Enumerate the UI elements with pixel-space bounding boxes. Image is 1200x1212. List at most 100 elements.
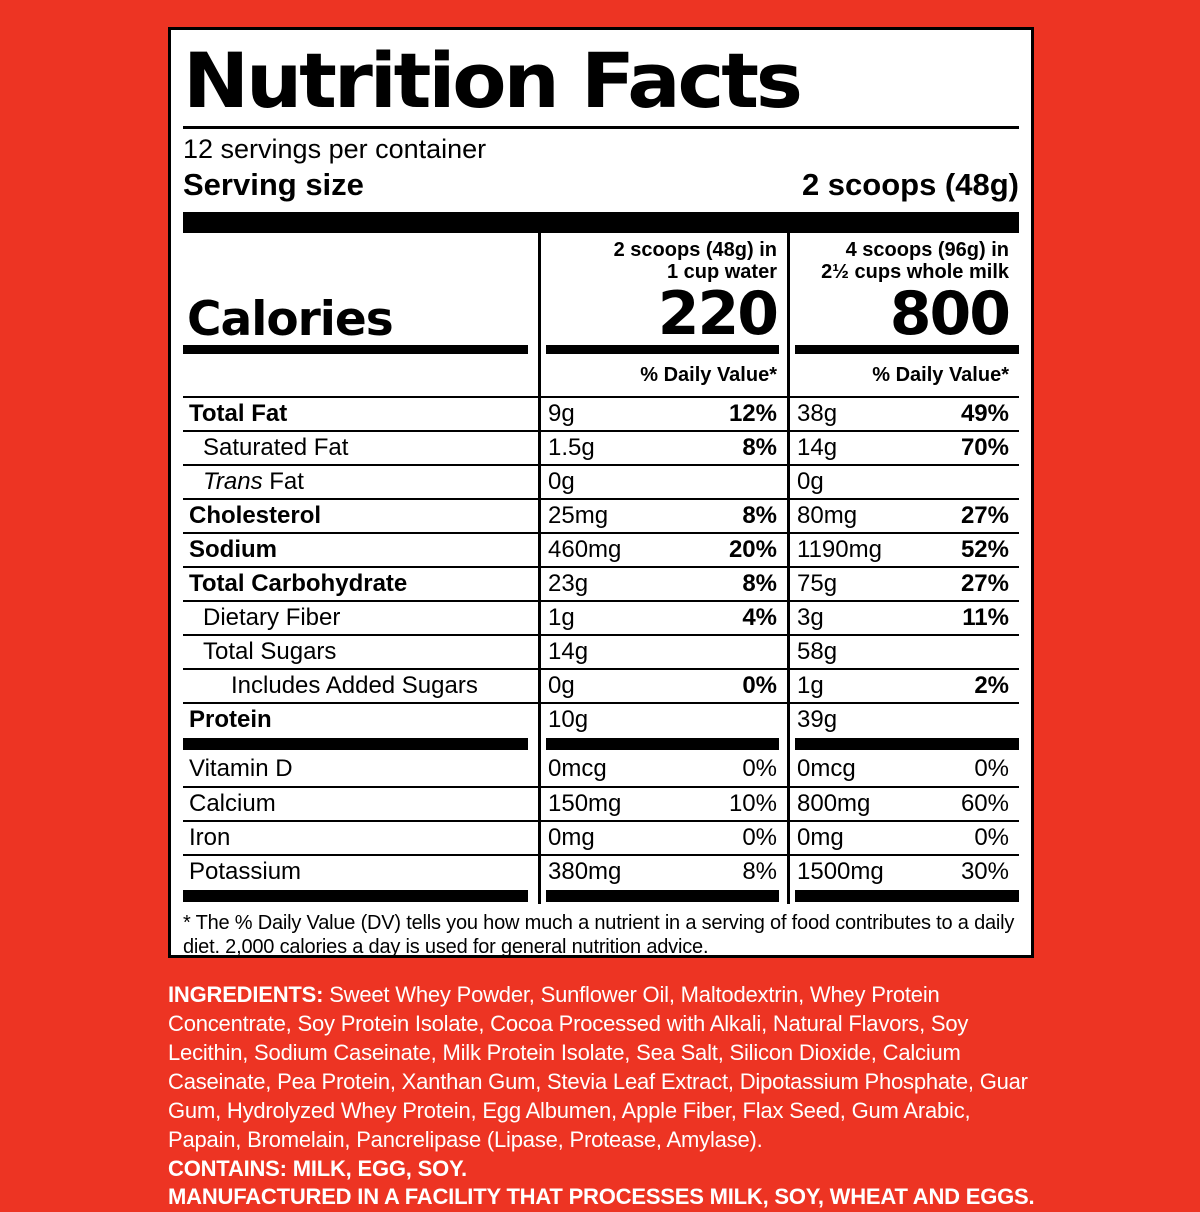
- amount-milk: 1190mg: [797, 535, 882, 563]
- dv-milk: 70%: [960, 433, 1009, 461]
- amount-milk: 0mg: [797, 823, 844, 851]
- nutrition-facts-title: Nutrition Facts: [183, 36, 803, 125]
- nutrient-name: Iron: [189, 823, 231, 851]
- serving-size-value: 2 scoops (48g): [801, 166, 1019, 202]
- calories-label: Calories: [187, 291, 394, 347]
- amount-milk: 80mg: [797, 501, 858, 529]
- column-header-milk: 4 scoops (96g) in 2½ cups whole milk: [821, 238, 1009, 283]
- amount-milk: 39g: [797, 705, 838, 733]
- daily-value-header-water: % Daily Value*: [640, 364, 777, 387]
- column-divider-1: [538, 232, 541, 904]
- dv-water: 10%: [728, 789, 777, 817]
- nutrient-row: Protein 10g 39g: [183, 701, 1019, 736]
- dv-milk: 2%: [974, 671, 1009, 699]
- dv-water: 0%: [742, 671, 777, 699]
- dv-water: 8%: [742, 501, 777, 529]
- calories-underline-bars: [183, 343, 1019, 356]
- vitamin-row: Calcium 150mg 10% 800mg 60%: [183, 785, 1019, 820]
- dv-water: 0%: [742, 754, 777, 782]
- amount-milk: 75g: [797, 569, 838, 597]
- amount-water: 0mcg: [548, 754, 607, 782]
- amount-milk: 0g: [797, 467, 824, 495]
- manufactured-statement: MANUFACTURED IN A FACILITY THAT PROCESSE…: [168, 1184, 1035, 1210]
- dv-milk: 27%: [960, 569, 1009, 597]
- section-bar-mid: [183, 736, 1019, 752]
- amount-water: 0g: [548, 467, 575, 495]
- nutrient-name: Protein: [189, 705, 272, 733]
- nutrient-row: Total Carbohydrate 23g 8% 75g 27%: [183, 565, 1019, 600]
- amount-water: 1g: [548, 603, 575, 631]
- section-bar-top: [183, 211, 1019, 233]
- nutrient-name: Vitamin D: [189, 754, 293, 782]
- daily-value-header-milk: % Daily Value*: [872, 364, 1009, 387]
- calories-value-milk: 800: [889, 279, 1011, 350]
- nutrient-row: Sodium 460mg 20% 1190mg 52%: [183, 531, 1019, 566]
- daily-value-header-row: % Daily Value* % Daily Value*: [183, 356, 1019, 396]
- column-headers-row: 2 scoops (48g) in 1 cup water 4 scoops (…: [183, 233, 1019, 283]
- contains-statement: CONTAINS: MILK, EGG, SOY.: [168, 1155, 467, 1181]
- amount-water: 23g: [548, 569, 589, 597]
- amount-milk: 38g: [797, 399, 838, 427]
- serving-size-row: Serving size 2 scoops (48g): [183, 167, 1019, 203]
- nutrient-name: Sodium: [189, 535, 277, 563]
- dv-milk: 60%: [960, 789, 1009, 817]
- ingredients-list: Sweet Whey Powder, Sunflower Oil, Maltod…: [168, 982, 1028, 1152]
- dv-water: 8%: [742, 569, 777, 597]
- amount-milk: 0mcg: [797, 754, 856, 782]
- vitamin-row: Iron 0mg 0% 0mg 0%: [183, 819, 1019, 854]
- ingredients-paragraph: INGREDIENTS: Sweet Whey Powder, Sunflowe…: [168, 981, 1042, 1155]
- amount-water: 25mg: [548, 501, 609, 529]
- dv-water: 4%: [742, 603, 777, 631]
- amount-water: 10g: [548, 705, 589, 733]
- dv-water: 8%: [742, 433, 777, 461]
- calories-row: Calories 220 800: [183, 279, 1019, 350]
- nutrient-rows: Total Fat 9g 12% 38g 49% Saturated Fat 1.5g 8% 1…: [183, 395, 1019, 736]
- amount-milk: 14g: [797, 433, 838, 461]
- nutrient-name: Potassium: [189, 857, 302, 885]
- nutrient-name: Cholesterol: [189, 501, 322, 529]
- dv-milk: 49%: [960, 399, 1009, 427]
- dv-water: 8%: [742, 857, 777, 885]
- nutrient-row: Total Fat 9g 12% 38g 49%: [183, 395, 1019, 430]
- dv-milk: 0%: [974, 823, 1009, 851]
- nutrient-row: Dietary Fiber 1g 4% 3g 11%: [183, 599, 1019, 634]
- nutrient-name: Dietary Fiber: [203, 603, 341, 631]
- nutrient-row: Includes Added Sugars 0g 0% 1g 2%: [183, 667, 1019, 702]
- nutrition-facts-panel: Nutrition Facts 12 servings per containe…: [168, 27, 1034, 958]
- dv-milk: 30%: [960, 857, 1009, 885]
- amount-water: 0mg: [548, 823, 595, 851]
- serving-size-label: Serving size: [183, 166, 364, 202]
- nutrient-name: Trans Fat: [203, 467, 304, 495]
- nutrient-name: Saturated Fat: [203, 433, 349, 461]
- nutrient-row: Cholesterol 25mg 8% 80mg 27%: [183, 497, 1019, 532]
- nutrient-row: Total Sugars 14g 58g: [183, 633, 1019, 668]
- amount-milk: 1g: [797, 671, 824, 699]
- dv-water: 0%: [742, 823, 777, 851]
- nutrient-name: Includes Added Sugars: [231, 671, 478, 699]
- calories-value-water: 220: [657, 279, 779, 350]
- nutrient-name: Total Carbohydrate: [189, 569, 408, 597]
- amount-water: 460mg: [548, 535, 622, 563]
- amount-milk: 3g: [797, 603, 824, 631]
- amount-milk: 800mg: [797, 789, 871, 817]
- amount-milk: 1500mg: [797, 857, 884, 885]
- vitamin-row: Potassium 380mg 8% 1500mg 30%: [183, 853, 1019, 888]
- amount-water: 1.5g: [548, 433, 595, 461]
- dv-water: 12%: [728, 399, 777, 427]
- servings-per-container: 12 servings per container: [183, 133, 487, 164]
- amount-milk: 58g: [797, 637, 838, 665]
- dv-water: 20%: [728, 535, 777, 563]
- dv-milk: 52%: [960, 535, 1009, 563]
- nutrient-name: Calcium: [189, 789, 276, 817]
- daily-value-footnote: * The % Daily Value (DV) tells you how m…: [183, 911, 1015, 958]
- vitamin-row: Vitamin D 0mcg 0% 0mcg 0%: [183, 752, 1019, 786]
- nutrient-row: Trans Fat 0g 0g: [183, 463, 1019, 498]
- nutrient-name: Total Sugars: [203, 637, 337, 665]
- dv-milk: 11%: [962, 603, 1009, 631]
- ingredients-section: INGREDIENTS: Sweet Whey Powder, Sunflowe…: [168, 981, 1042, 1212]
- amount-water: 14g: [548, 637, 589, 665]
- ingredients-label: INGREDIENTS:: [168, 982, 324, 1007]
- dv-milk: 27%: [960, 501, 1009, 529]
- nutrient-name: Total Fat: [189, 399, 288, 427]
